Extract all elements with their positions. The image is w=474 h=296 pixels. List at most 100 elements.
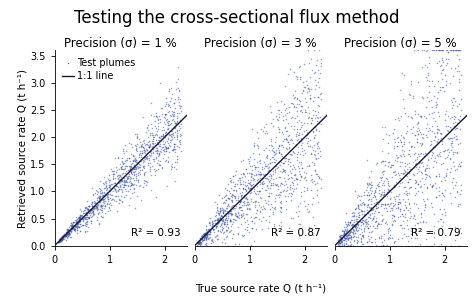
Point bbox=[346, 242, 354, 247]
Point bbox=[277, 110, 285, 115]
Point bbox=[433, 126, 440, 131]
Point bbox=[339, 229, 346, 234]
Point bbox=[365, 237, 373, 241]
Point bbox=[240, 172, 247, 176]
Point bbox=[99, 214, 107, 219]
Point bbox=[420, 48, 428, 53]
Point bbox=[102, 182, 110, 187]
Point bbox=[59, 234, 67, 239]
Point bbox=[101, 203, 109, 207]
Point bbox=[375, 200, 383, 205]
Point bbox=[79, 219, 86, 223]
Point bbox=[348, 230, 356, 234]
Point bbox=[195, 239, 203, 244]
Point bbox=[366, 182, 374, 186]
Point bbox=[264, 183, 271, 188]
Point bbox=[419, 96, 427, 101]
Point bbox=[202, 237, 210, 241]
Point bbox=[275, 192, 283, 197]
Point bbox=[243, 197, 251, 202]
Point bbox=[85, 211, 93, 215]
Point bbox=[161, 112, 169, 117]
Point bbox=[420, 154, 428, 158]
Point bbox=[228, 236, 236, 240]
Point bbox=[424, 197, 431, 202]
Point bbox=[362, 224, 369, 229]
Point bbox=[432, 185, 440, 190]
Point bbox=[147, 151, 155, 156]
Point bbox=[438, 135, 445, 140]
Point bbox=[97, 202, 105, 207]
Point bbox=[384, 187, 392, 192]
Point bbox=[414, 152, 421, 157]
Point bbox=[380, 202, 387, 207]
Point bbox=[264, 177, 272, 181]
Point bbox=[90, 204, 97, 208]
Point bbox=[67, 230, 75, 235]
Point bbox=[431, 94, 438, 99]
Point bbox=[109, 176, 117, 180]
Point bbox=[132, 131, 139, 136]
Point bbox=[338, 228, 346, 233]
Point bbox=[149, 133, 156, 138]
Point bbox=[397, 88, 404, 93]
Point bbox=[116, 186, 123, 191]
Point bbox=[247, 170, 255, 175]
Point bbox=[315, 75, 323, 80]
Point bbox=[222, 193, 229, 198]
Point bbox=[89, 205, 96, 210]
Point bbox=[205, 232, 213, 237]
Point bbox=[260, 173, 268, 177]
Point bbox=[439, 243, 447, 248]
Point bbox=[200, 234, 207, 239]
Point bbox=[288, 152, 295, 157]
Point bbox=[155, 135, 162, 140]
Point bbox=[93, 204, 101, 208]
Point bbox=[102, 181, 109, 186]
Point bbox=[108, 197, 116, 202]
Point bbox=[200, 231, 208, 236]
Point bbox=[430, 230, 438, 235]
Point bbox=[56, 239, 64, 243]
Point bbox=[271, 157, 278, 161]
Point bbox=[428, 184, 436, 189]
Point bbox=[202, 231, 210, 236]
Point bbox=[154, 151, 161, 155]
Point bbox=[363, 205, 371, 210]
Point bbox=[206, 229, 214, 234]
Point bbox=[447, 136, 455, 141]
Point bbox=[59, 233, 67, 238]
Point bbox=[278, 153, 285, 158]
Point bbox=[120, 150, 128, 155]
Point bbox=[134, 161, 142, 165]
Point bbox=[305, 225, 312, 229]
Point bbox=[277, 142, 284, 147]
Point bbox=[59, 237, 66, 241]
Point bbox=[298, 148, 305, 153]
Point bbox=[135, 170, 142, 175]
Point bbox=[262, 122, 270, 126]
Point bbox=[364, 225, 372, 230]
Point bbox=[55, 239, 63, 244]
Point bbox=[83, 215, 91, 220]
Point bbox=[164, 118, 172, 123]
Point bbox=[160, 149, 168, 153]
Text: Testing the cross-sectional flux method: Testing the cross-sectional flux method bbox=[74, 9, 400, 27]
Point bbox=[175, 123, 183, 128]
Point bbox=[252, 210, 260, 215]
Point bbox=[216, 208, 223, 213]
Point bbox=[153, 146, 160, 151]
Point bbox=[109, 172, 117, 176]
Point bbox=[295, 168, 303, 173]
Point bbox=[106, 177, 114, 182]
Point bbox=[317, 64, 325, 68]
Point bbox=[310, 215, 317, 220]
Point bbox=[312, 63, 320, 67]
Point bbox=[146, 142, 154, 147]
Point bbox=[203, 232, 211, 237]
Point bbox=[302, 128, 310, 133]
Point bbox=[374, 183, 381, 188]
Point bbox=[252, 165, 260, 169]
Point bbox=[146, 144, 154, 149]
Point bbox=[295, 65, 302, 70]
